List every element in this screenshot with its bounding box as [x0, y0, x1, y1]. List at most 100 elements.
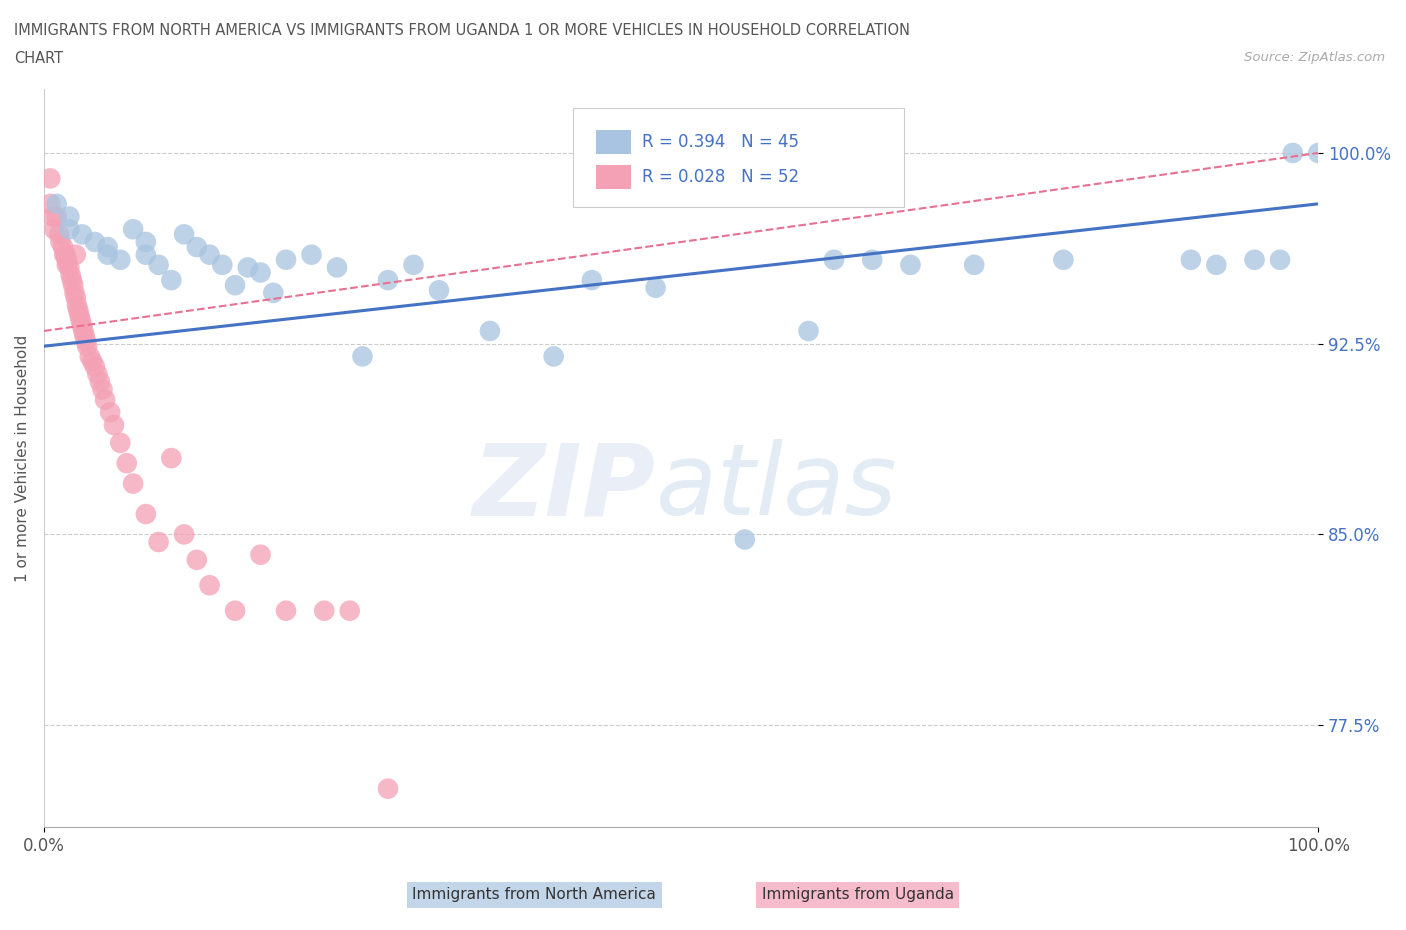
Point [52, 240, 75, 255]
Point [644, 280, 666, 295]
Point [49, 234, 72, 249]
Point [211, 258, 233, 272]
Point [55, 247, 77, 262]
Point [98, 405, 121, 419]
FancyBboxPatch shape [596, 166, 631, 189]
Point [402, 258, 425, 272]
Point [70, 313, 93, 328]
Point [326, 260, 349, 275]
Point [110, 252, 132, 267]
Point [352, 349, 374, 364]
Point [581, 272, 603, 287]
Point [45, 196, 67, 211]
Point [70, 318, 93, 333]
Text: Immigrants from Uganda: Immigrants from Uganda [762, 887, 953, 902]
Text: Immigrants from North America: Immigrants from North America [412, 887, 657, 902]
Point [734, 532, 756, 547]
Point [60, 272, 83, 287]
Point [186, 240, 208, 255]
FancyBboxPatch shape [596, 130, 631, 153]
Point [249, 265, 271, 280]
Point [543, 349, 565, 364]
Point [314, 604, 336, 618]
Point [62, 278, 84, 293]
Point [82, 354, 104, 369]
Point [65, 247, 87, 262]
Point [1052, 252, 1074, 267]
Point [1243, 252, 1265, 267]
Point [53, 247, 76, 262]
Point [160, 451, 183, 466]
Point [86, 366, 108, 381]
Point [160, 272, 183, 287]
Point [860, 252, 883, 267]
Point [236, 260, 259, 275]
Point [224, 604, 246, 618]
Point [58, 209, 80, 224]
Point [39, 171, 62, 186]
Point [274, 252, 297, 267]
Point [1281, 145, 1303, 160]
Y-axis label: 1 or more Vehicles in Household: 1 or more Vehicles in Household [15, 335, 30, 582]
Point [377, 781, 399, 796]
Point [42, 209, 65, 224]
Point [63, 286, 86, 300]
Text: Source: ZipAtlas.com: Source: ZipAtlas.com [1244, 51, 1385, 64]
Point [122, 476, 145, 491]
Point [91, 382, 114, 397]
Point [135, 234, 157, 249]
Point [198, 578, 221, 592]
Point [1180, 252, 1202, 267]
Point [823, 252, 845, 267]
Text: ZIP: ZIP [472, 439, 655, 536]
Point [97, 240, 120, 255]
Point [224, 278, 246, 293]
Point [45, 209, 67, 224]
Point [1308, 145, 1330, 160]
Point [339, 604, 361, 618]
Point [39, 196, 62, 211]
Point [72, 324, 94, 339]
Point [97, 247, 120, 262]
Text: atlas: atlas [655, 439, 897, 536]
Point [76, 339, 98, 353]
Point [797, 324, 820, 339]
Point [83, 234, 105, 249]
Point [135, 507, 157, 522]
Point [59, 268, 82, 283]
Point [173, 227, 195, 242]
Point [89, 375, 111, 390]
Point [301, 247, 323, 262]
Point [148, 258, 170, 272]
Point [262, 286, 284, 300]
Point [79, 349, 101, 364]
Point [94, 392, 117, 407]
Point [1205, 258, 1227, 272]
Point [56, 252, 79, 267]
Point [377, 272, 399, 287]
Point [148, 535, 170, 550]
Point [427, 283, 450, 298]
Point [186, 552, 208, 567]
Text: IMMIGRANTS FROM NORTH AMERICA VS IMMIGRANTS FROM UGANDA 1 OR MORE VEHICLES IN HO: IMMIGRANTS FROM NORTH AMERICA VS IMMIGRA… [14, 23, 910, 38]
Point [48, 227, 70, 242]
Point [1268, 252, 1291, 267]
Text: CHART: CHART [14, 51, 63, 66]
Point [75, 334, 97, 349]
Point [69, 308, 91, 323]
Point [66, 299, 89, 313]
Point [249, 547, 271, 562]
Point [963, 258, 986, 272]
Point [198, 247, 221, 262]
Point [115, 456, 138, 471]
Point [65, 290, 87, 305]
Point [135, 247, 157, 262]
FancyBboxPatch shape [572, 108, 904, 207]
Point [58, 222, 80, 237]
Point [122, 222, 145, 237]
Point [173, 527, 195, 542]
Point [73, 328, 96, 343]
Point [67, 303, 90, 318]
Point [83, 359, 105, 374]
Point [58, 260, 80, 275]
